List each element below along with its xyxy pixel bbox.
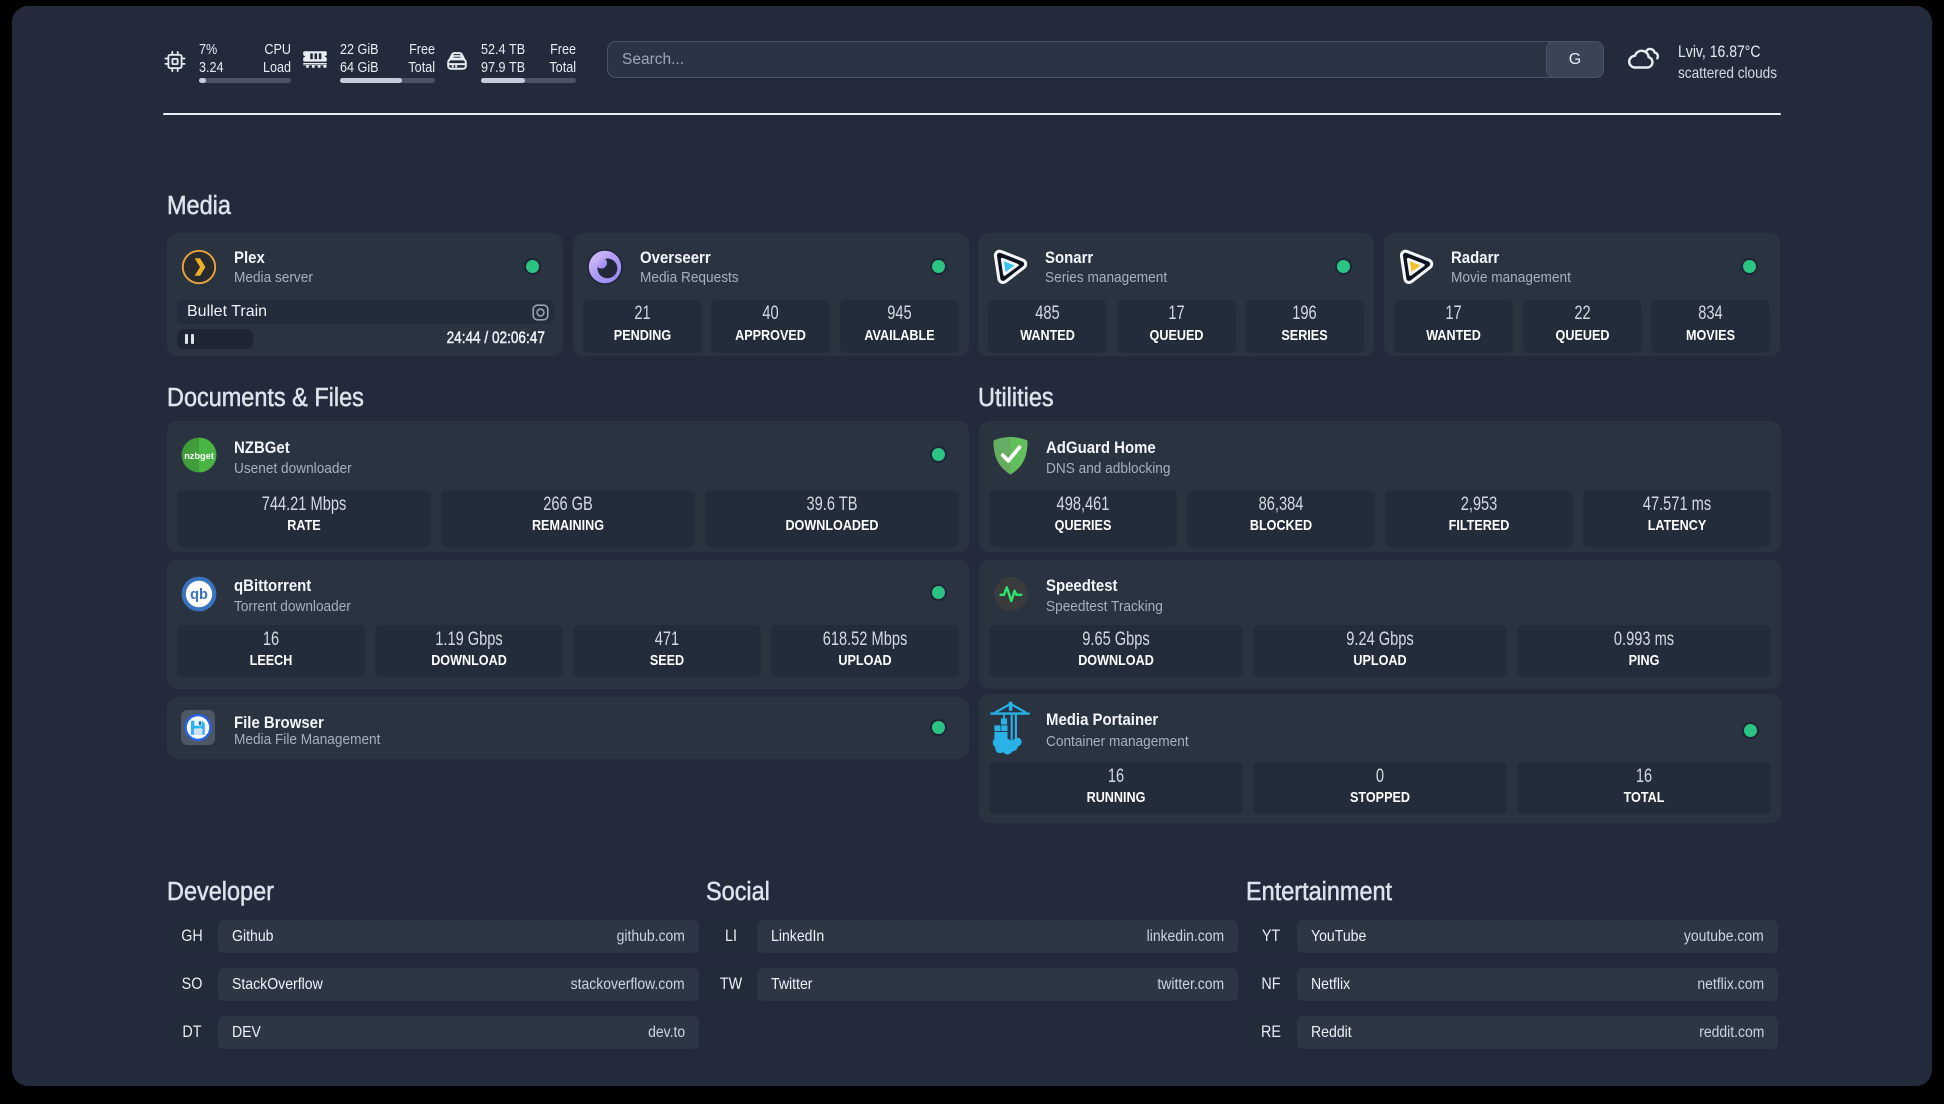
svg-text:nzbget: nzbget <box>184 450 214 460</box>
svg-text:qb: qb <box>190 587 208 603</box>
